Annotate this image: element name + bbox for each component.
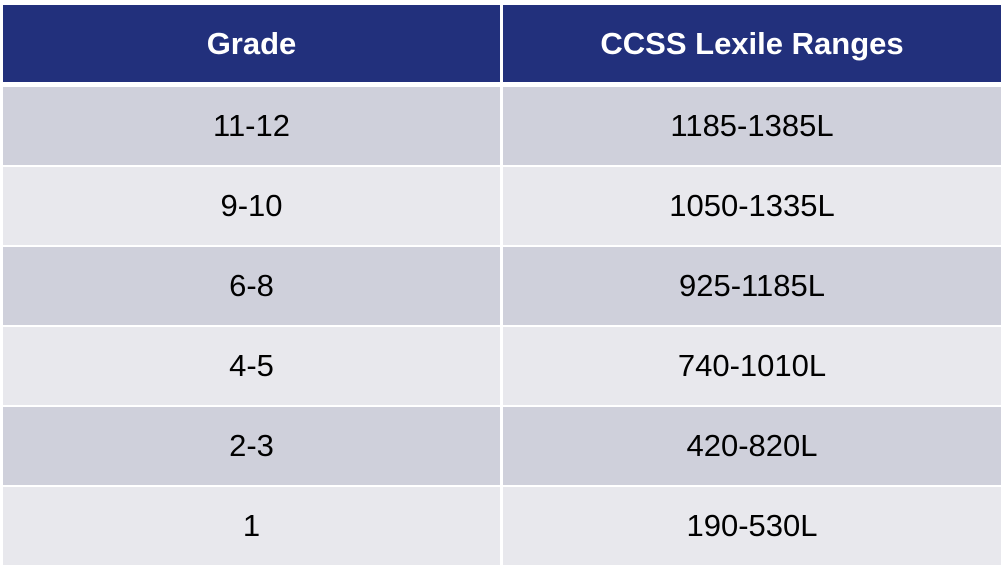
grade-cell: 2-3 xyxy=(3,407,500,485)
table-row: 9-10 1050-1335L xyxy=(3,167,1001,247)
lexile-range-cell: 420-820L xyxy=(503,407,1001,485)
table-row: 4-5 740-1010L xyxy=(3,327,1001,407)
header-lexile-range: CCSS Lexile Ranges xyxy=(503,5,1001,82)
grade-cell: 4-5 xyxy=(3,327,500,405)
grade-cell: 11-12 xyxy=(3,87,500,165)
lexile-table: Grade CCSS Lexile Ranges 11-12 1185-1385… xyxy=(3,5,1001,567)
grade-cell: 1 xyxy=(3,487,500,565)
lexile-range-cell: 925-1185L xyxy=(503,247,1001,325)
table-row: 1 190-530L xyxy=(3,487,1001,565)
table-row: 2-3 420-820L xyxy=(3,407,1001,487)
table-row: 11-12 1185-1385L xyxy=(3,87,1001,167)
lexile-range-cell: 1185-1385L xyxy=(503,87,1001,165)
header-grade: Grade xyxy=(3,5,500,82)
grade-cell: 9-10 xyxy=(3,167,500,245)
grade-cell: 6-8 xyxy=(3,247,500,325)
lexile-range-cell: 740-1010L xyxy=(503,327,1001,405)
table-header-row: Grade CCSS Lexile Ranges xyxy=(3,5,1001,87)
lexile-range-cell: 1050-1335L xyxy=(503,167,1001,245)
lexile-range-cell: 190-530L xyxy=(503,487,1001,565)
table-row: 6-8 925-1185L xyxy=(3,247,1001,327)
